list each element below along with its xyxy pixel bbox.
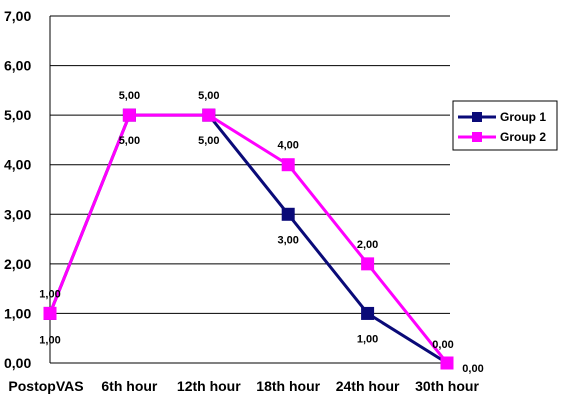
axes xyxy=(49,16,450,364)
series-2 xyxy=(43,108,454,370)
y-tick-label: 7,00 xyxy=(4,8,31,24)
data-point-marker xyxy=(361,257,375,271)
data-labels: 1,00 5,00 5,00 4,00 2,00 0,00 1,00 5,00 5,00 3,00… xyxy=(39,90,483,375)
data-point-marker xyxy=(122,108,136,122)
y-tick-label: 3,00 xyxy=(4,206,31,222)
x-tick-label: 18th hour xyxy=(256,378,320,394)
series-1 xyxy=(43,108,454,370)
legend-item: Group 1 xyxy=(458,110,546,124)
y-tick-label: 6,00 xyxy=(4,58,31,74)
series xyxy=(43,108,454,370)
legend-label: Group 1 xyxy=(500,110,546,124)
y-tick-label: 5,00 xyxy=(4,107,31,123)
series-line xyxy=(48,113,449,364)
data-label: 0,00 xyxy=(462,363,483,375)
data-point-marker xyxy=(43,306,57,320)
x-tick-labels: PostopVAS 6th hour 12th hour 18th hour 24th … xyxy=(8,378,479,394)
data-label: 5,00 xyxy=(119,90,140,102)
legend: Group 1 Group 2 xyxy=(452,100,558,151)
data-label: 0,00 xyxy=(432,339,453,351)
gridlines xyxy=(50,15,450,314)
x-tick-label: 30th hour xyxy=(415,378,479,394)
y-tick-label: 1,00 xyxy=(4,305,31,321)
y-tick-label: 2,00 xyxy=(4,256,31,272)
x-tick-label: 24th hour xyxy=(336,378,400,394)
y-tick-label: 0,00 xyxy=(4,355,31,371)
data-label: 1,00 xyxy=(39,334,60,346)
data-label: 4,00 xyxy=(277,140,298,152)
data-label: 5,00 xyxy=(119,135,140,147)
data-label: 3,00 xyxy=(277,234,298,246)
legend-label: Group 2 xyxy=(500,130,546,144)
data-label: 2,00 xyxy=(357,239,378,251)
data-label: 5,00 xyxy=(198,90,219,102)
x-tick-label: 6th hour xyxy=(101,378,158,394)
legend-marker xyxy=(472,132,482,142)
data-label: 1,00 xyxy=(357,333,378,345)
series-line xyxy=(48,113,448,365)
y-tick-label: 4,00 xyxy=(4,157,31,173)
legend-box xyxy=(452,100,558,151)
data-point-marker xyxy=(281,158,295,172)
data-point-marker xyxy=(281,207,295,221)
x-tick-label: PostopVAS xyxy=(8,378,83,394)
data-label: 5,00 xyxy=(198,135,219,147)
data-point-marker xyxy=(202,108,216,122)
data-point-marker xyxy=(440,356,454,370)
data-point-marker xyxy=(361,306,375,320)
x-tick-label: 12th hour xyxy=(177,378,241,394)
y-tick-labels: 0,00 1,00 2,00 3,00 4,00 5,00 6,00 7,00 xyxy=(4,8,31,371)
legend-item: Group 2 xyxy=(458,130,546,144)
data-label: 1,00 xyxy=(39,288,60,300)
legend-marker xyxy=(472,112,482,122)
